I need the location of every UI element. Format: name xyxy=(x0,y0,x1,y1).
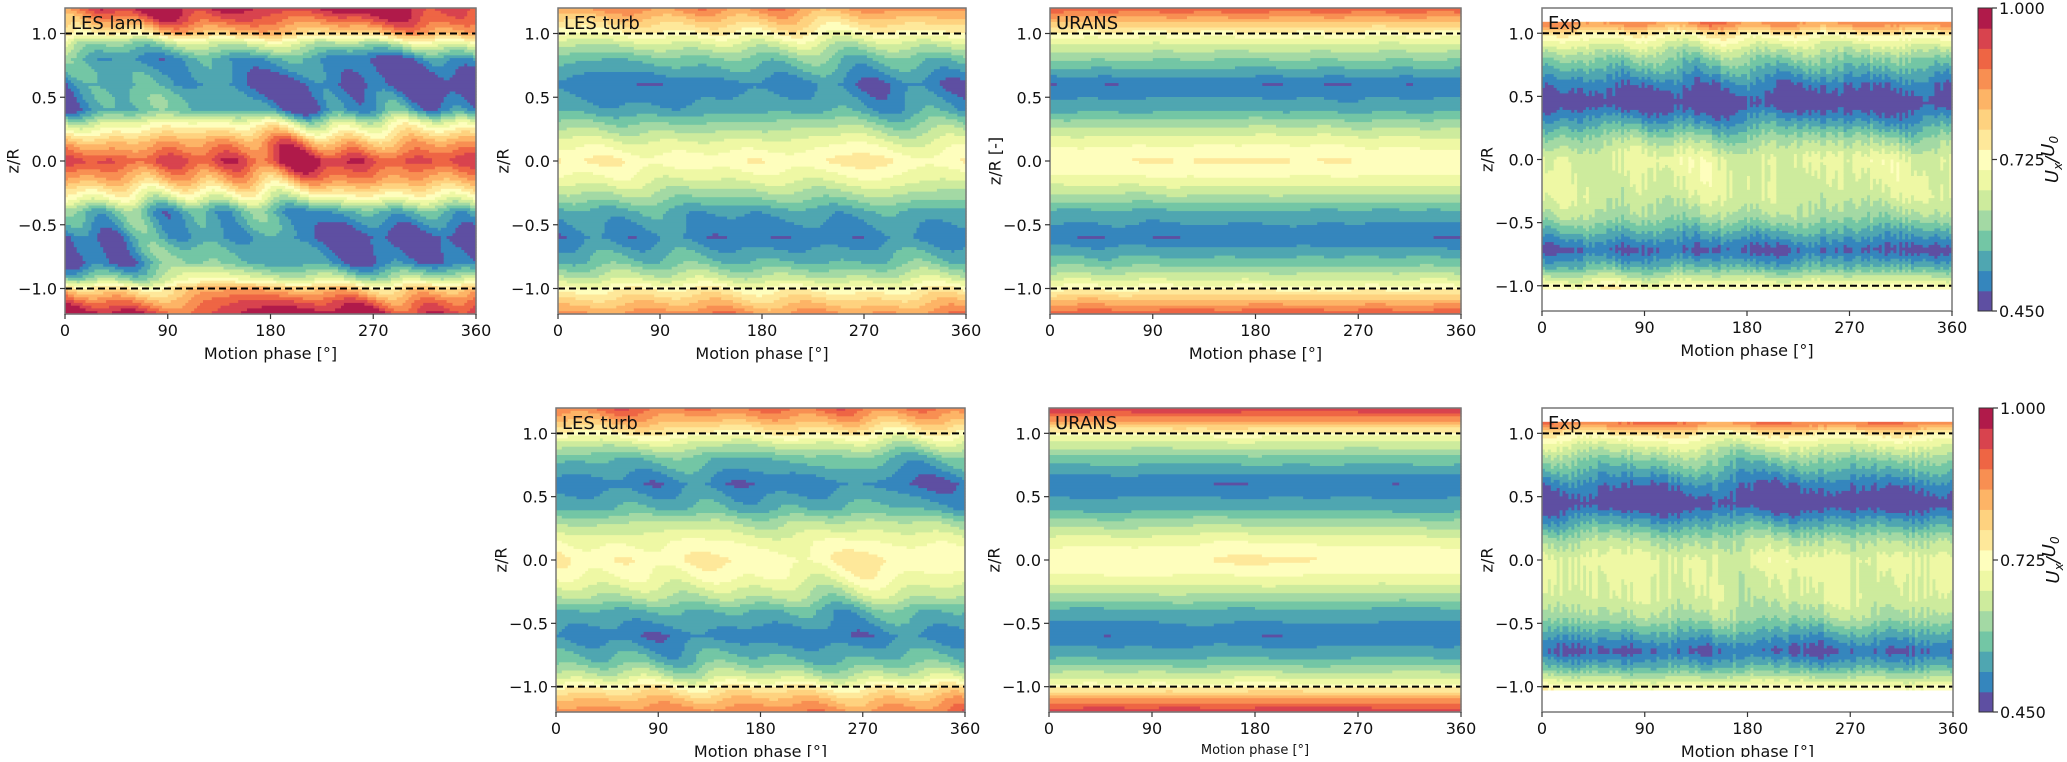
y-tick-label: 0.5 xyxy=(32,88,57,107)
y-tick-label: −0.5 xyxy=(1003,216,1042,235)
y-axis-label: z/R [-] xyxy=(986,137,1005,185)
x-tick-label: 90 xyxy=(158,321,178,340)
contour-field xyxy=(65,8,477,315)
contour-field xyxy=(1542,22,1953,290)
y-tick-label: 1.0 xyxy=(1017,25,1042,44)
panel-les-lam-row1: −1.0 −0.5 0.0 0.5 1.0 0 90 180 270 360 Motion phas… xyxy=(4,8,492,363)
contour-field xyxy=(558,8,967,315)
y-tick-label: −1.0 xyxy=(1003,280,1042,299)
y-tick-label: 0.5 xyxy=(525,88,550,107)
contour-field xyxy=(1050,8,1462,315)
y-tick-label: 0.0 xyxy=(1017,152,1042,171)
y-tick-label: 0.0 xyxy=(32,152,57,171)
y-tick-label: 1.0 xyxy=(32,25,57,44)
x-tick-label: 360 xyxy=(461,321,492,340)
x-axis-label: Motion phase [°] xyxy=(1189,344,1322,363)
y-tick-label: −1.0 xyxy=(511,280,550,299)
x-tick-label: 0 xyxy=(553,321,563,340)
y-tick-label: −0.5 xyxy=(18,216,57,235)
x-tick-label: 90 xyxy=(650,321,670,340)
x-axis-label: Motion phase [°] xyxy=(204,344,337,363)
panel-label: URANS xyxy=(1056,13,1118,34)
panel-les-turb-row1: −1.0 −0.5 0.0 0.5 1.0 0 90 180 270 360 Motion phas… xyxy=(494,8,982,363)
y-axis-label: z/R xyxy=(494,149,513,174)
x-tick-label: 270 xyxy=(849,321,880,340)
x-tick-label: 0 xyxy=(60,321,70,340)
x-tick-label: 0 xyxy=(1045,321,1055,340)
y-axis-label: z/R xyxy=(4,149,23,174)
x-axis-label: Motion phase [°] xyxy=(695,344,828,363)
y-tick-label: 0.5 xyxy=(1017,88,1042,107)
y-tick-label: −0.5 xyxy=(511,216,550,235)
panel-label: LES turb xyxy=(564,13,640,34)
x-tick-label: 270 xyxy=(358,321,389,340)
panel-urans-row1: −1.0 −0.5 0.0 0.5 1.0 0 90 180 270 360 Motion phas… xyxy=(986,8,1477,363)
y-tick-label: 1.0 xyxy=(525,25,550,44)
x-tick-label: 360 xyxy=(951,321,982,340)
x-tick-label: 180 xyxy=(255,321,286,340)
y-tick-label: −1.0 xyxy=(18,280,57,299)
x-tick-label: 180 xyxy=(1240,321,1271,340)
x-tick-label: 180 xyxy=(747,321,778,340)
y-tick-label: 0.0 xyxy=(525,152,550,171)
x-tick-label: 360 xyxy=(1446,321,1477,340)
x-tick-label: 90 xyxy=(1143,321,1163,340)
panel-label: LES lam xyxy=(71,13,143,34)
x-tick-label: 270 xyxy=(1343,321,1374,340)
